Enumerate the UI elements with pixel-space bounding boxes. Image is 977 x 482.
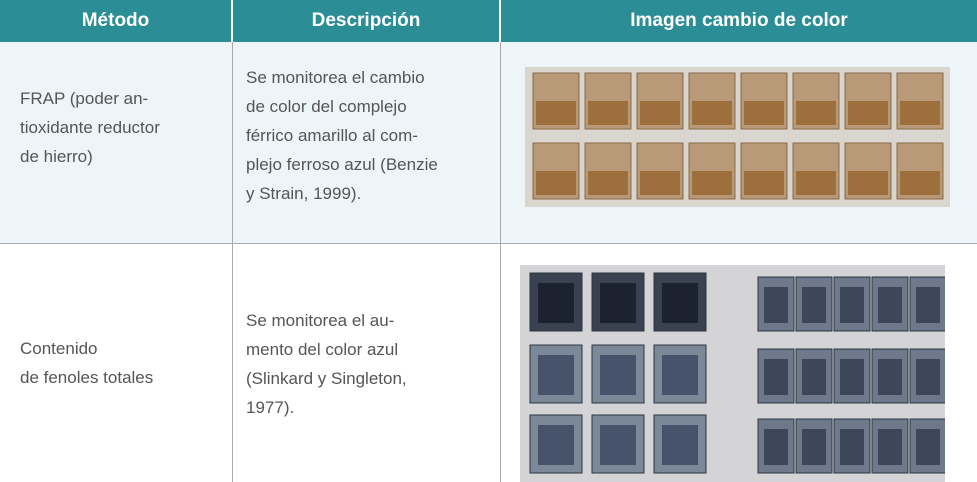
photo-shape [744, 101, 784, 125]
text-line: 1977). [246, 398, 295, 417]
text-line: férrico amarillo al com- [246, 126, 418, 145]
photo-shape [600, 355, 636, 395]
photo-shape [662, 355, 698, 395]
photo-shape [916, 429, 940, 465]
method-cell: FRAP (poder an-tioxidante reductor de hie… [20, 84, 160, 171]
photo-shape [662, 283, 698, 323]
photo-shape [796, 101, 836, 125]
photo-shape [600, 425, 636, 465]
photo-shape [848, 171, 888, 195]
column-border [232, 42, 233, 482]
photo-phenols [520, 265, 945, 482]
photo-shape [802, 359, 826, 395]
text-line: plejo ferroso azul (Benzie [246, 155, 438, 174]
photo-shape [802, 429, 826, 465]
text-line: de fenoles totales [20, 368, 154, 387]
text-line: tioxidante reductor [20, 118, 160, 137]
text-line: (Slinkard y Singleton, [246, 369, 407, 388]
photo-shape [692, 101, 732, 125]
photo-shape [538, 283, 574, 323]
text-line: FRAP (poder an- [20, 89, 149, 108]
photo-shape [662, 425, 698, 465]
photo-shape [538, 425, 574, 465]
text-line: Contenido [20, 339, 98, 358]
photo-shape [692, 171, 732, 195]
photo-shape [536, 171, 576, 195]
photo-shape [900, 101, 940, 125]
photo-shape [878, 429, 902, 465]
photo-shape [878, 359, 902, 395]
photo-shape [840, 359, 864, 395]
text-line: de hierro) [20, 147, 93, 166]
photo-shape [916, 359, 940, 395]
photo-shape [764, 429, 788, 465]
description-cell: Se monitorea el au-mento del color azul (… [246, 306, 407, 422]
photo-shape [600, 283, 636, 323]
photo-shape [878, 287, 902, 323]
photo-frap [525, 67, 950, 207]
photo-shape [796, 171, 836, 195]
text-line: mento del color azul [246, 340, 399, 359]
photo-shape [764, 287, 788, 323]
photo-shape [848, 101, 888, 125]
photo-shape [840, 429, 864, 465]
photo-shape [536, 101, 576, 125]
photo-shape [764, 359, 788, 395]
photo-shape [744, 171, 784, 195]
photo-shape [538, 355, 574, 395]
photo-shape [900, 171, 940, 195]
text-line: Se monitorea el cambio [246, 68, 425, 87]
method-cell: Contenido de fenoles totales [20, 334, 153, 392]
photo-shape [588, 101, 628, 125]
photo-shape [840, 287, 864, 323]
column-border [500, 42, 501, 482]
photo-shape [640, 101, 680, 125]
photo-shape [916, 287, 940, 323]
description-cell: Se monitorea el cambio de color del compl… [246, 63, 438, 208]
photo-shape [802, 287, 826, 323]
photo-shape [588, 171, 628, 195]
row-border [0, 243, 977, 244]
photo-shape [640, 171, 680, 195]
text-line: y Strain, 1999). [246, 184, 362, 203]
header-cell: Descripción [233, 0, 499, 42]
header-cell: Método [0, 0, 231, 42]
text-line: de color del complejo [246, 97, 407, 116]
header-cell: Imagen cambio de color [501, 0, 977, 42]
text-line: Se monitorea el au- [246, 311, 395, 330]
